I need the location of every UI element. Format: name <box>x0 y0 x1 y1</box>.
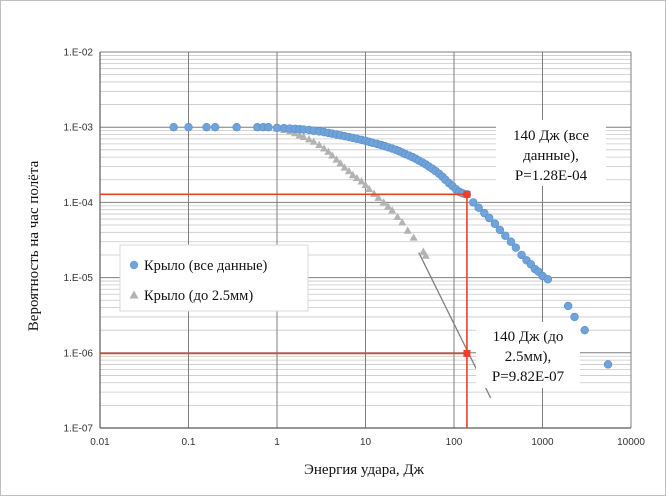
annotation-small-line-2: 2.5мм), <box>505 349 551 365</box>
x-axis-title: Энергия удара, Дж <box>304 462 425 478</box>
data-point-all-data <box>543 275 553 284</box>
legend: Крыло (все данные) Крыло (до 2.5мм) <box>119 244 309 312</box>
data-point-all-data <box>474 203 483 212</box>
data-point-small <box>348 170 357 179</box>
x-tick-label: 0.01 <box>90 437 110 448</box>
data-point-all-data <box>264 122 273 132</box>
data-point-small <box>393 212 402 220</box>
legend-label-small: Крыло (до 2.5мм) <box>144 288 253 304</box>
data-series <box>169 122 613 369</box>
x-tick-label: 10000 <box>617 437 645 448</box>
x-tick-label: 0.1 <box>182 437 196 448</box>
data-point-small <box>320 144 329 152</box>
legend-box <box>119 244 309 312</box>
data-point-all-data <box>485 213 494 223</box>
reference-marker <box>463 349 471 357</box>
data-point-all-data <box>210 122 220 132</box>
data-point-all-data <box>603 360 613 369</box>
data-point-small <box>357 177 366 185</box>
reference-marker <box>463 190 471 198</box>
annotation-all-data-line-1: 140 Дж (все <box>513 128 589 144</box>
y-tick-label: 1.E-07 <box>64 424 94 435</box>
data-point-small <box>384 202 393 210</box>
data-point-small <box>365 184 374 193</box>
data-point-small <box>409 233 418 241</box>
legend-marker-circle <box>129 260 139 270</box>
data-point-small <box>315 140 324 148</box>
data-point-small <box>403 226 412 234</box>
data-point-all-data <box>490 219 500 228</box>
data-point-small <box>332 155 341 163</box>
data-point-small <box>344 166 353 175</box>
y-tick-label: 1.E-03 <box>64 123 94 134</box>
y-axis-title: Вероятность на час полёта <box>26 160 42 331</box>
data-point-small <box>421 251 430 259</box>
data-point-all-data <box>570 312 579 322</box>
data-point-small <box>352 173 361 182</box>
y-tick-label: 1.E-04 <box>64 198 94 209</box>
annotation-all-data-bg <box>496 120 606 186</box>
annotation-all-data: 140 Дж (все данные), P=1.28E-04 <box>496 120 606 186</box>
data-point-small <box>361 180 370 189</box>
data-point-small <box>398 218 407 226</box>
data-point-small <box>328 151 337 159</box>
data-point-small <box>299 132 308 141</box>
x-tick-label: 1000 <box>531 437 554 448</box>
data-point-small <box>374 193 383 201</box>
data-point-all-data <box>184 122 193 132</box>
y-tick-label: 1.E-05 <box>64 273 94 284</box>
legend-marker-triangle <box>129 290 139 299</box>
data-point-small <box>388 206 397 214</box>
annotation-small-bg <box>476 322 580 388</box>
reference-lines <box>100 190 471 428</box>
data-point-all-data <box>506 237 516 246</box>
data-point-small <box>340 163 349 171</box>
annotation-small: 140 Дж (до 2.5мм), P=9.82E-07 <box>476 322 580 388</box>
x-tick-label: 100 <box>446 437 463 448</box>
data-point-all-data <box>232 122 241 132</box>
data-point-all-data <box>517 250 526 260</box>
axes <box>99 52 631 429</box>
y-tick-labels: 1.E-02 1.E-03 1.E-04 1.E-05 1.E-06 1.E-07 <box>64 48 94 435</box>
annotation-all-data-line-3: P=1.28E-04 <box>515 168 588 184</box>
data-point-all-data <box>272 123 282 133</box>
data-point-all-data <box>563 301 573 311</box>
legend-label-all-data: Крыло (все данные) <box>144 258 268 274</box>
x-tick-label: 10 <box>360 437 372 448</box>
data-point-small <box>336 159 345 167</box>
x-tick-label: 1 <box>274 437 280 448</box>
data-point-small <box>305 135 314 143</box>
data-point-all-data <box>169 122 178 132</box>
x-tick-labels: 0.01 0.1 1 10 100 1000 10000 <box>90 437 645 448</box>
data-point-small <box>379 198 388 206</box>
data-point-all-data <box>511 243 521 252</box>
y-tick-label: 1.E-06 <box>64 348 94 359</box>
data-point-small <box>309 137 318 145</box>
annotation-small-line-3: P=9.82E-07 <box>492 369 565 385</box>
data-point-all-data <box>580 325 589 335</box>
data-point-all-data <box>501 231 510 240</box>
annotation-small-line-1: 140 Дж (до <box>493 329 564 345</box>
annotation-all-data-line-2: данные), <box>523 148 579 164</box>
data-point-all-data <box>495 225 505 235</box>
y-tick-label: 1.E-02 <box>64 48 94 59</box>
data-point-small <box>324 147 333 155</box>
data-point-all-data <box>469 198 478 207</box>
data-point-all-data <box>202 122 211 132</box>
